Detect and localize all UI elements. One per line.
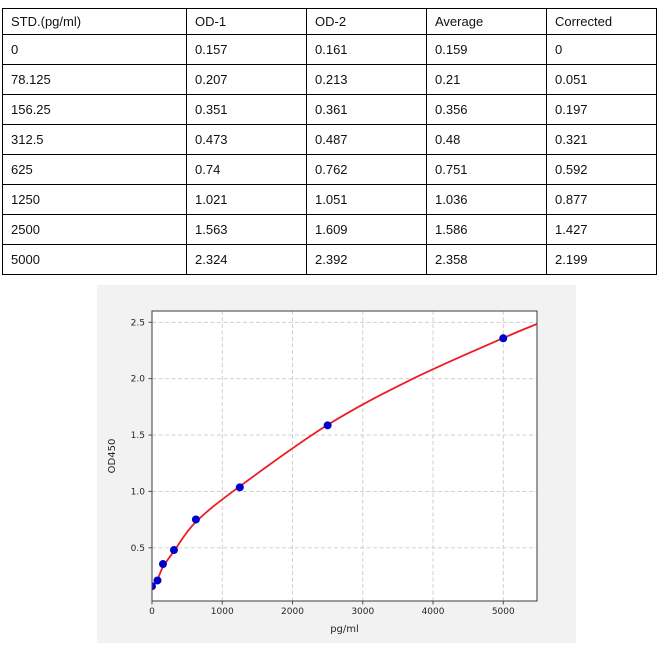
table-cell: 0.48 (426, 124, 547, 155)
table-row: 78.125 0.207 0.213 0.21 0.051 (2, 64, 657, 95)
table-cell: 0.213 (306, 64, 427, 95)
data-point (151, 582, 156, 591)
col-header-average: Average (426, 8, 547, 35)
table-cell: 0.197 (546, 94, 657, 125)
table-cell: 0.161 (306, 34, 427, 65)
table-cell: 0.473 (186, 124, 307, 155)
table-cell: 78.125 (2, 64, 187, 95)
table-cell: 2.324 (186, 244, 307, 275)
table-row: 1250 1.021 1.051 1.036 0.877 (2, 184, 657, 215)
table-cell: 0.361 (306, 94, 427, 125)
table-cell: 0.321 (546, 124, 657, 155)
y-tick-label: 1.5 (131, 431, 145, 441)
table-row: 312.5 0.473 0.487 0.48 0.321 (2, 124, 657, 155)
standard-curve-chart: 0 1000 2000 3000 4000 5000 0.5 1.0 1.5 2.0 2.5 pg/m… (107, 310, 538, 635)
table-row: 0 0.157 0.161 0.159 0 (2, 34, 657, 65)
table-cell: 312.5 (2, 124, 187, 155)
plot-area (152, 311, 537, 601)
table-cell: 0.751 (426, 154, 547, 185)
table-cell: 1.586 (426, 214, 547, 245)
data-point (153, 576, 162, 585)
y-axis-label: OD450 (107, 439, 118, 474)
table-row: 2500 1.563 1.609 1.586 1.427 (2, 214, 657, 245)
data-point (323, 421, 332, 430)
data-point (158, 560, 167, 569)
x-tick-label: 5000 (492, 607, 515, 617)
table-cell: 2500 (2, 214, 187, 245)
table-cell: 156.25 (2, 94, 187, 125)
data-point (235, 483, 244, 492)
y-tick-label: 0.5 (131, 544, 145, 554)
x-axis-label: pg/ml (330, 624, 359, 635)
table-cell: 0.877 (546, 184, 657, 215)
table-cell: 0.487 (306, 124, 427, 155)
col-header-od1: OD-1 (186, 8, 307, 35)
table-row: 156.25 0.351 0.361 0.356 0.197 (2, 94, 657, 125)
col-header-corrected: Corrected (546, 8, 657, 35)
data-point (499, 334, 508, 343)
table-row: 625 0.74 0.762 0.751 0.592 (2, 154, 657, 185)
table-cell: 0.159 (426, 34, 547, 65)
table-cell: 5000 (2, 244, 187, 275)
data-point (169, 546, 178, 555)
table-cell: 0.592 (546, 154, 657, 185)
x-tick-label: 4000 (422, 607, 445, 617)
x-tick-label: 1000 (211, 607, 234, 617)
y-tick-label: 2.0 (131, 375, 146, 385)
standards-table-body: 0 0.157 0.161 0.159 0 78.125 0.207 0.213 0.21 0.0… (2, 34, 657, 275)
y-tick-label: 1.0 (131, 487, 146, 497)
table-cell: 625 (2, 154, 187, 185)
data-point (191, 515, 200, 524)
table-cell: 2.199 (546, 244, 657, 275)
standards-table-header: STD.(pg/ml) OD-1 OD-2 Average Corrected (2, 8, 657, 35)
table-header-row: STD.(pg/ml) OD-1 OD-2 Average Corrected (2, 8, 657, 35)
table-cell: 0.74 (186, 154, 307, 185)
col-header-std: STD.(pg/ml) (2, 8, 187, 35)
table-cell: 0.157 (186, 34, 307, 65)
col-header-od2: OD-2 (306, 8, 427, 35)
table-cell: 1.563 (186, 214, 307, 245)
table-cell: 1.021 (186, 184, 307, 215)
table-cell: 0.21 (426, 64, 547, 95)
standard-curve-figure: 0 1000 2000 3000 4000 5000 0.5 1.0 1.5 2.0 2.5 pg/m… (97, 285, 576, 643)
table-cell: 0 (546, 34, 657, 65)
table-cell: 0.762 (306, 154, 427, 185)
y-tick-label: 2.5 (131, 318, 145, 328)
table-cell: 0.051 (546, 64, 657, 95)
table-cell: 2.392 (306, 244, 427, 275)
x-tick-label: 2000 (281, 607, 304, 617)
x-tick-label: 0 (149, 607, 155, 617)
table-cell: 0.356 (426, 94, 547, 125)
table-cell: 1.051 (306, 184, 427, 215)
x-tick-label: 3000 (351, 607, 374, 617)
table-cell: 0 (2, 34, 187, 65)
table-cell: 1.427 (546, 214, 657, 245)
plot-border (151, 310, 538, 602)
standards-table: STD.(pg/ml) OD-1 OD-2 Average Corrected … (2, 8, 657, 275)
table-cell: 1.036 (426, 184, 547, 215)
table-cell: 1250 (2, 184, 187, 215)
table-row: 5000 2.324 2.392 2.358 2.199 (2, 244, 657, 275)
table-cell: 2.358 (426, 244, 547, 275)
table-cell: 0.207 (186, 64, 307, 95)
table-cell: 1.609 (306, 214, 427, 245)
table-cell: 0.351 (186, 94, 307, 125)
